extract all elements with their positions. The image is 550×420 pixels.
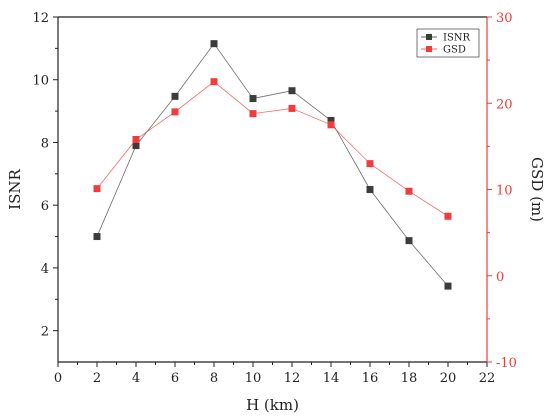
legend-label-gsd: GSD — [443, 45, 466, 56]
data-point-isnr — [327, 117, 335, 124]
data-point-isnr — [210, 40, 218, 48]
y-left-tick-label: 4 — [41, 262, 49, 277]
x-tick-label: 8 — [210, 371, 218, 386]
data-point-gsd — [171, 108, 179, 116]
legend-label-isnr: ISNR — [443, 33, 471, 44]
y-right-tick-label: -10 — [496, 356, 517, 371]
y-right-tick-label: 30 — [496, 11, 513, 26]
y-right-tick-label: 20 — [496, 97, 513, 112]
data-point-isnr — [132, 142, 140, 150]
legend-box — [416, 28, 480, 58]
data-point-gsd — [249, 110, 257, 118]
x-tick-label: 14 — [323, 371, 340, 386]
x-tick-label: 10 — [245, 371, 262, 386]
series-line-gsd — [96, 81, 449, 217]
data-point-isnr — [249, 95, 257, 103]
y-left-tick-label: 8 — [41, 136, 49, 151]
x-tick-label: 0 — [54, 371, 62, 386]
x-axis-title: H (km) — [246, 396, 299, 414]
x-tick-label: 4 — [132, 371, 140, 386]
y-right-axis-title: GSD (m) — [528, 157, 546, 222]
y-left-tick-label: 6 — [41, 199, 49, 214]
x-tick-label: 12 — [284, 371, 301, 386]
data-point-gsd — [132, 135, 140, 143]
x-tick-label: 20 — [440, 371, 457, 386]
data-point-gsd — [366, 160, 374, 168]
data-point-isnr — [444, 282, 452, 290]
x-tick-label: 16 — [362, 371, 379, 386]
data-point-isnr — [405, 237, 413, 245]
y-left-tick-label: 10 — [32, 74, 49, 89]
data-point-gsd — [93, 185, 101, 193]
data-point-gsd — [327, 121, 335, 129]
x-tick-label: 18 — [401, 371, 418, 386]
data-point-isnr — [93, 233, 101, 241]
data-point-gsd — [210, 78, 218, 86]
data-point-gsd — [444, 212, 452, 220]
y-left-tick-label: 12 — [32, 11, 49, 26]
data-point-gsd — [288, 104, 296, 112]
y-right-tick-label: 10 — [496, 184, 513, 199]
legend-marker-isnr — [426, 34, 432, 40]
data-point-isnr — [288, 87, 296, 95]
x-tick-label: 2 — [93, 371, 101, 386]
x-tick-label: 6 — [171, 371, 179, 386]
data-point-gsd — [405, 187, 413, 195]
y-left-axis-title: ISNR — [6, 168, 24, 209]
legend-marker-gsd — [426, 46, 432, 52]
data-point-isnr — [366, 186, 374, 193]
data-point-isnr — [171, 92, 179, 100]
series-line-isnr — [96, 42, 449, 287]
y-right-tick-label: 0 — [496, 270, 504, 285]
y-left-tick-label: 2 — [41, 325, 49, 340]
x-tick-label: 22 — [479, 371, 496, 386]
